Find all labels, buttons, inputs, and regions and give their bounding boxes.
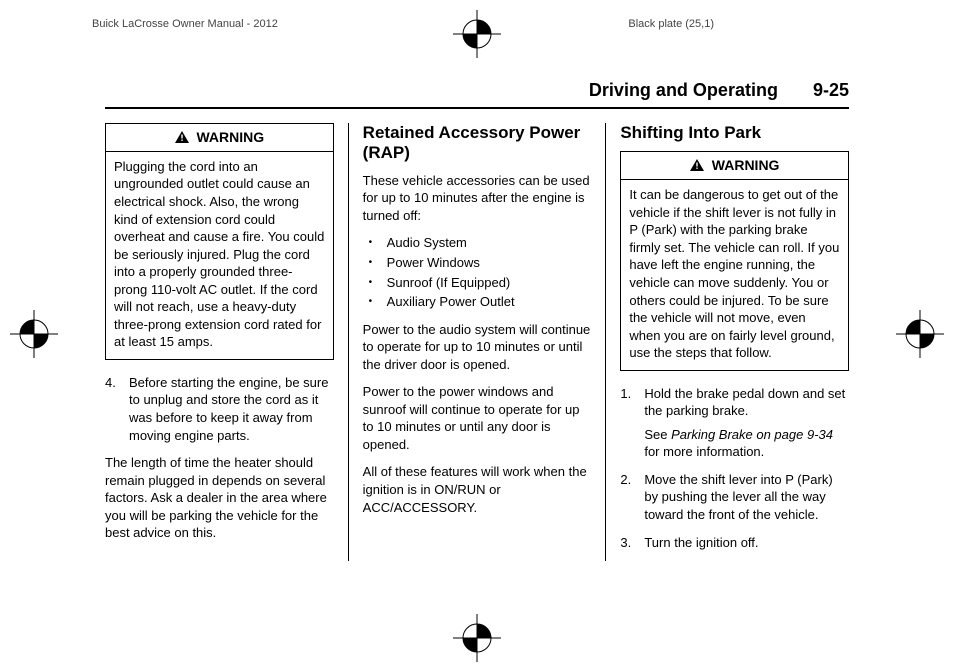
cross-reference: Parking Brake on page 9-34 [671,427,833,442]
warning-icon [175,129,193,145]
manual-title: Buick LaCrosse Owner Manual - 2012 [92,18,278,30]
warning-box: WARNING It can be dangerous to get out o… [620,151,849,370]
registration-mark-top [453,10,501,58]
warning-label: WARNING [196,129,264,145]
section-heading: Retained Accessory Power (RAP) [363,123,592,164]
body-text: All of these features will work when the… [363,463,592,516]
warning-heading: WARNING [621,152,848,180]
list-item: Auxiliary Power Outlet [363,293,592,311]
chapter-title: Driving and Operating [589,80,778,100]
list-item: Turn the ignition off. [620,534,849,552]
warning-label: WARNING [712,157,780,173]
warning-heading: WARNING [106,124,333,152]
body-text: See Parking Brake on page 9-34 for more … [644,426,849,461]
warning-body: It can be dangerous to get out of the ve… [621,180,848,369]
registration-mark-left [10,310,58,358]
numbered-list: Hold the brake pedal down and set the pa… [620,385,849,551]
body-text: Power to the power windows and sunroof w… [363,383,592,453]
running-head: Driving and Operating 9-25 [105,80,849,109]
registration-mark-right [896,310,944,358]
column-3: Shifting Into Park WARNING It can be dan… [605,123,849,561]
column-2: Retained Accessory Power (RAP) These veh… [348,123,606,561]
warning-box: WARNING Plugging the cord into an ungrou… [105,123,334,360]
warning-body: Plugging the cord into an ungrounded out… [106,152,333,359]
section-heading: Shifting Into Park [620,123,849,143]
column-1: WARNING Plugging the cord into an ungrou… [105,123,348,561]
list-item: Hold the brake pedal down and set the pa… [620,385,849,461]
page-number: 9-25 [813,80,849,100]
list-item: Sunroof (If Equipped) [363,274,592,292]
list-item: Move the shift lever into P (Park) by pu… [620,471,849,524]
list-item: Power Windows [363,254,592,272]
plate-label: Black plate (25,1) [628,18,714,30]
body-text: These vehicle accessories can be used fo… [363,172,592,225]
list-item: Before starting the engine, be sure to u… [105,374,334,444]
body-text: The length of time the heater should rem… [105,454,334,542]
bullet-list: Audio System Power Windows Sunroof (If E… [363,234,592,310]
list-item: Audio System [363,234,592,252]
body-text: Power to the audio system will continue … [363,321,592,374]
warning-icon [690,157,708,173]
